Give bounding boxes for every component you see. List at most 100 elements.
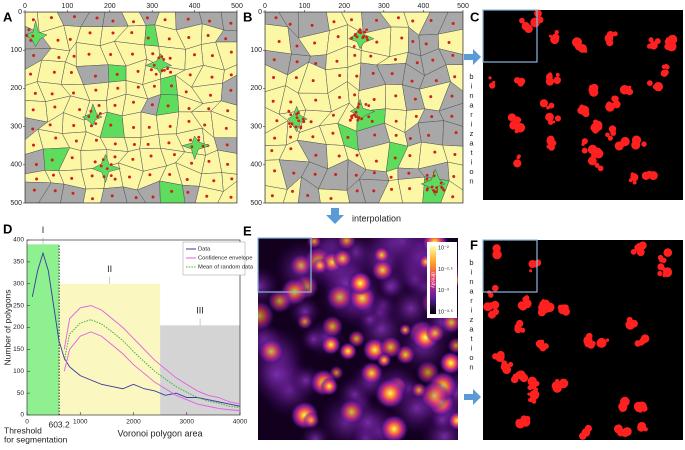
cell bbox=[136, 180, 161, 203]
point bbox=[353, 33, 357, 37]
frame-b bbox=[264, 11, 464, 204]
point bbox=[53, 105, 57, 109]
cluster-cell bbox=[420, 168, 446, 197]
hotspot bbox=[302, 411, 320, 429]
hotspot bbox=[320, 334, 341, 355]
point bbox=[295, 44, 299, 48]
point bbox=[72, 15, 76, 19]
point bbox=[299, 126, 303, 130]
point bbox=[355, 189, 359, 193]
point bbox=[31, 34, 35, 38]
point bbox=[271, 99, 275, 103]
colorbar-label: 10⁻² bbox=[438, 245, 449, 251]
x-axis-label: Voronoi polygon area bbox=[117, 428, 202, 438]
point bbox=[274, 16, 278, 20]
point bbox=[152, 84, 156, 88]
hotspot bbox=[348, 271, 373, 296]
cell bbox=[215, 29, 237, 43]
point bbox=[193, 53, 197, 57]
point bbox=[394, 119, 398, 123]
point bbox=[210, 75, 214, 79]
point bbox=[187, 35, 191, 39]
point bbox=[89, 109, 93, 113]
blob bbox=[606, 31, 615, 39]
blob bbox=[540, 339, 545, 344]
point bbox=[272, 58, 276, 62]
blob bbox=[596, 337, 607, 348]
point bbox=[356, 118, 360, 122]
point bbox=[295, 116, 299, 120]
point bbox=[288, 22, 292, 26]
point bbox=[372, 189, 376, 193]
point bbox=[270, 149, 274, 153]
x-tick-label: 100 bbox=[299, 3, 311, 10]
point bbox=[78, 108, 82, 112]
blob bbox=[613, 424, 623, 434]
point bbox=[98, 112, 102, 115]
point bbox=[292, 171, 296, 175]
cell bbox=[213, 137, 237, 154]
point bbox=[113, 177, 117, 181]
blob bbox=[619, 405, 626, 412]
colorbar-label: 10⁻²·⁵ bbox=[438, 266, 453, 273]
x-tick-label: 0 bbox=[263, 3, 267, 10]
point bbox=[168, 124, 172, 128]
point bbox=[427, 133, 431, 137]
point bbox=[131, 100, 135, 104]
y-tick-label: 350 bbox=[13, 259, 24, 266]
blob bbox=[545, 112, 554, 122]
point bbox=[35, 177, 39, 181]
point bbox=[393, 156, 397, 160]
point bbox=[369, 54, 373, 58]
point bbox=[432, 174, 436, 178]
inset-box bbox=[257, 237, 312, 293]
point bbox=[294, 76, 298, 80]
point bbox=[197, 135, 201, 139]
point bbox=[27, 28, 31, 32]
hotspot bbox=[258, 338, 285, 365]
point bbox=[407, 171, 411, 175]
point bbox=[90, 174, 94, 178]
cell bbox=[437, 12, 463, 35]
blob bbox=[665, 64, 670, 70]
point bbox=[56, 38, 60, 42]
blob bbox=[521, 21, 530, 31]
hotspot bbox=[267, 288, 292, 314]
blob bbox=[527, 376, 537, 386]
blob bbox=[581, 142, 585, 146]
point bbox=[314, 61, 318, 65]
point bbox=[115, 72, 119, 76]
point bbox=[146, 36, 150, 40]
point bbox=[289, 113, 293, 116]
point bbox=[160, 69, 164, 73]
threshold-label: for segmentation bbox=[4, 434, 68, 444]
point bbox=[336, 35, 340, 39]
point bbox=[109, 163, 113, 166]
point bbox=[167, 37, 171, 41]
point bbox=[355, 74, 359, 78]
blob bbox=[605, 102, 615, 112]
point bbox=[190, 161, 194, 165]
point bbox=[411, 40, 415, 44]
point bbox=[400, 36, 404, 40]
point bbox=[313, 172, 317, 176]
point bbox=[226, 109, 230, 113]
point bbox=[230, 177, 234, 181]
point bbox=[190, 145, 194, 149]
y-tick-label: 0 bbox=[18, 9, 22, 16]
hotspot bbox=[376, 352, 392, 368]
point bbox=[302, 120, 306, 123]
x-tick-label: 300 bbox=[378, 3, 390, 10]
point bbox=[367, 104, 371, 107]
hotspot bbox=[411, 382, 427, 399]
point bbox=[168, 172, 172, 176]
blob bbox=[545, 77, 555, 86]
hotspot bbox=[289, 253, 313, 277]
blob bbox=[667, 45, 672, 50]
point bbox=[366, 38, 369, 42]
inset-box bbox=[482, 239, 538, 293]
blob bbox=[639, 337, 647, 345]
blob bbox=[654, 38, 661, 45]
point bbox=[87, 115, 91, 118]
hotspot bbox=[306, 238, 322, 249]
